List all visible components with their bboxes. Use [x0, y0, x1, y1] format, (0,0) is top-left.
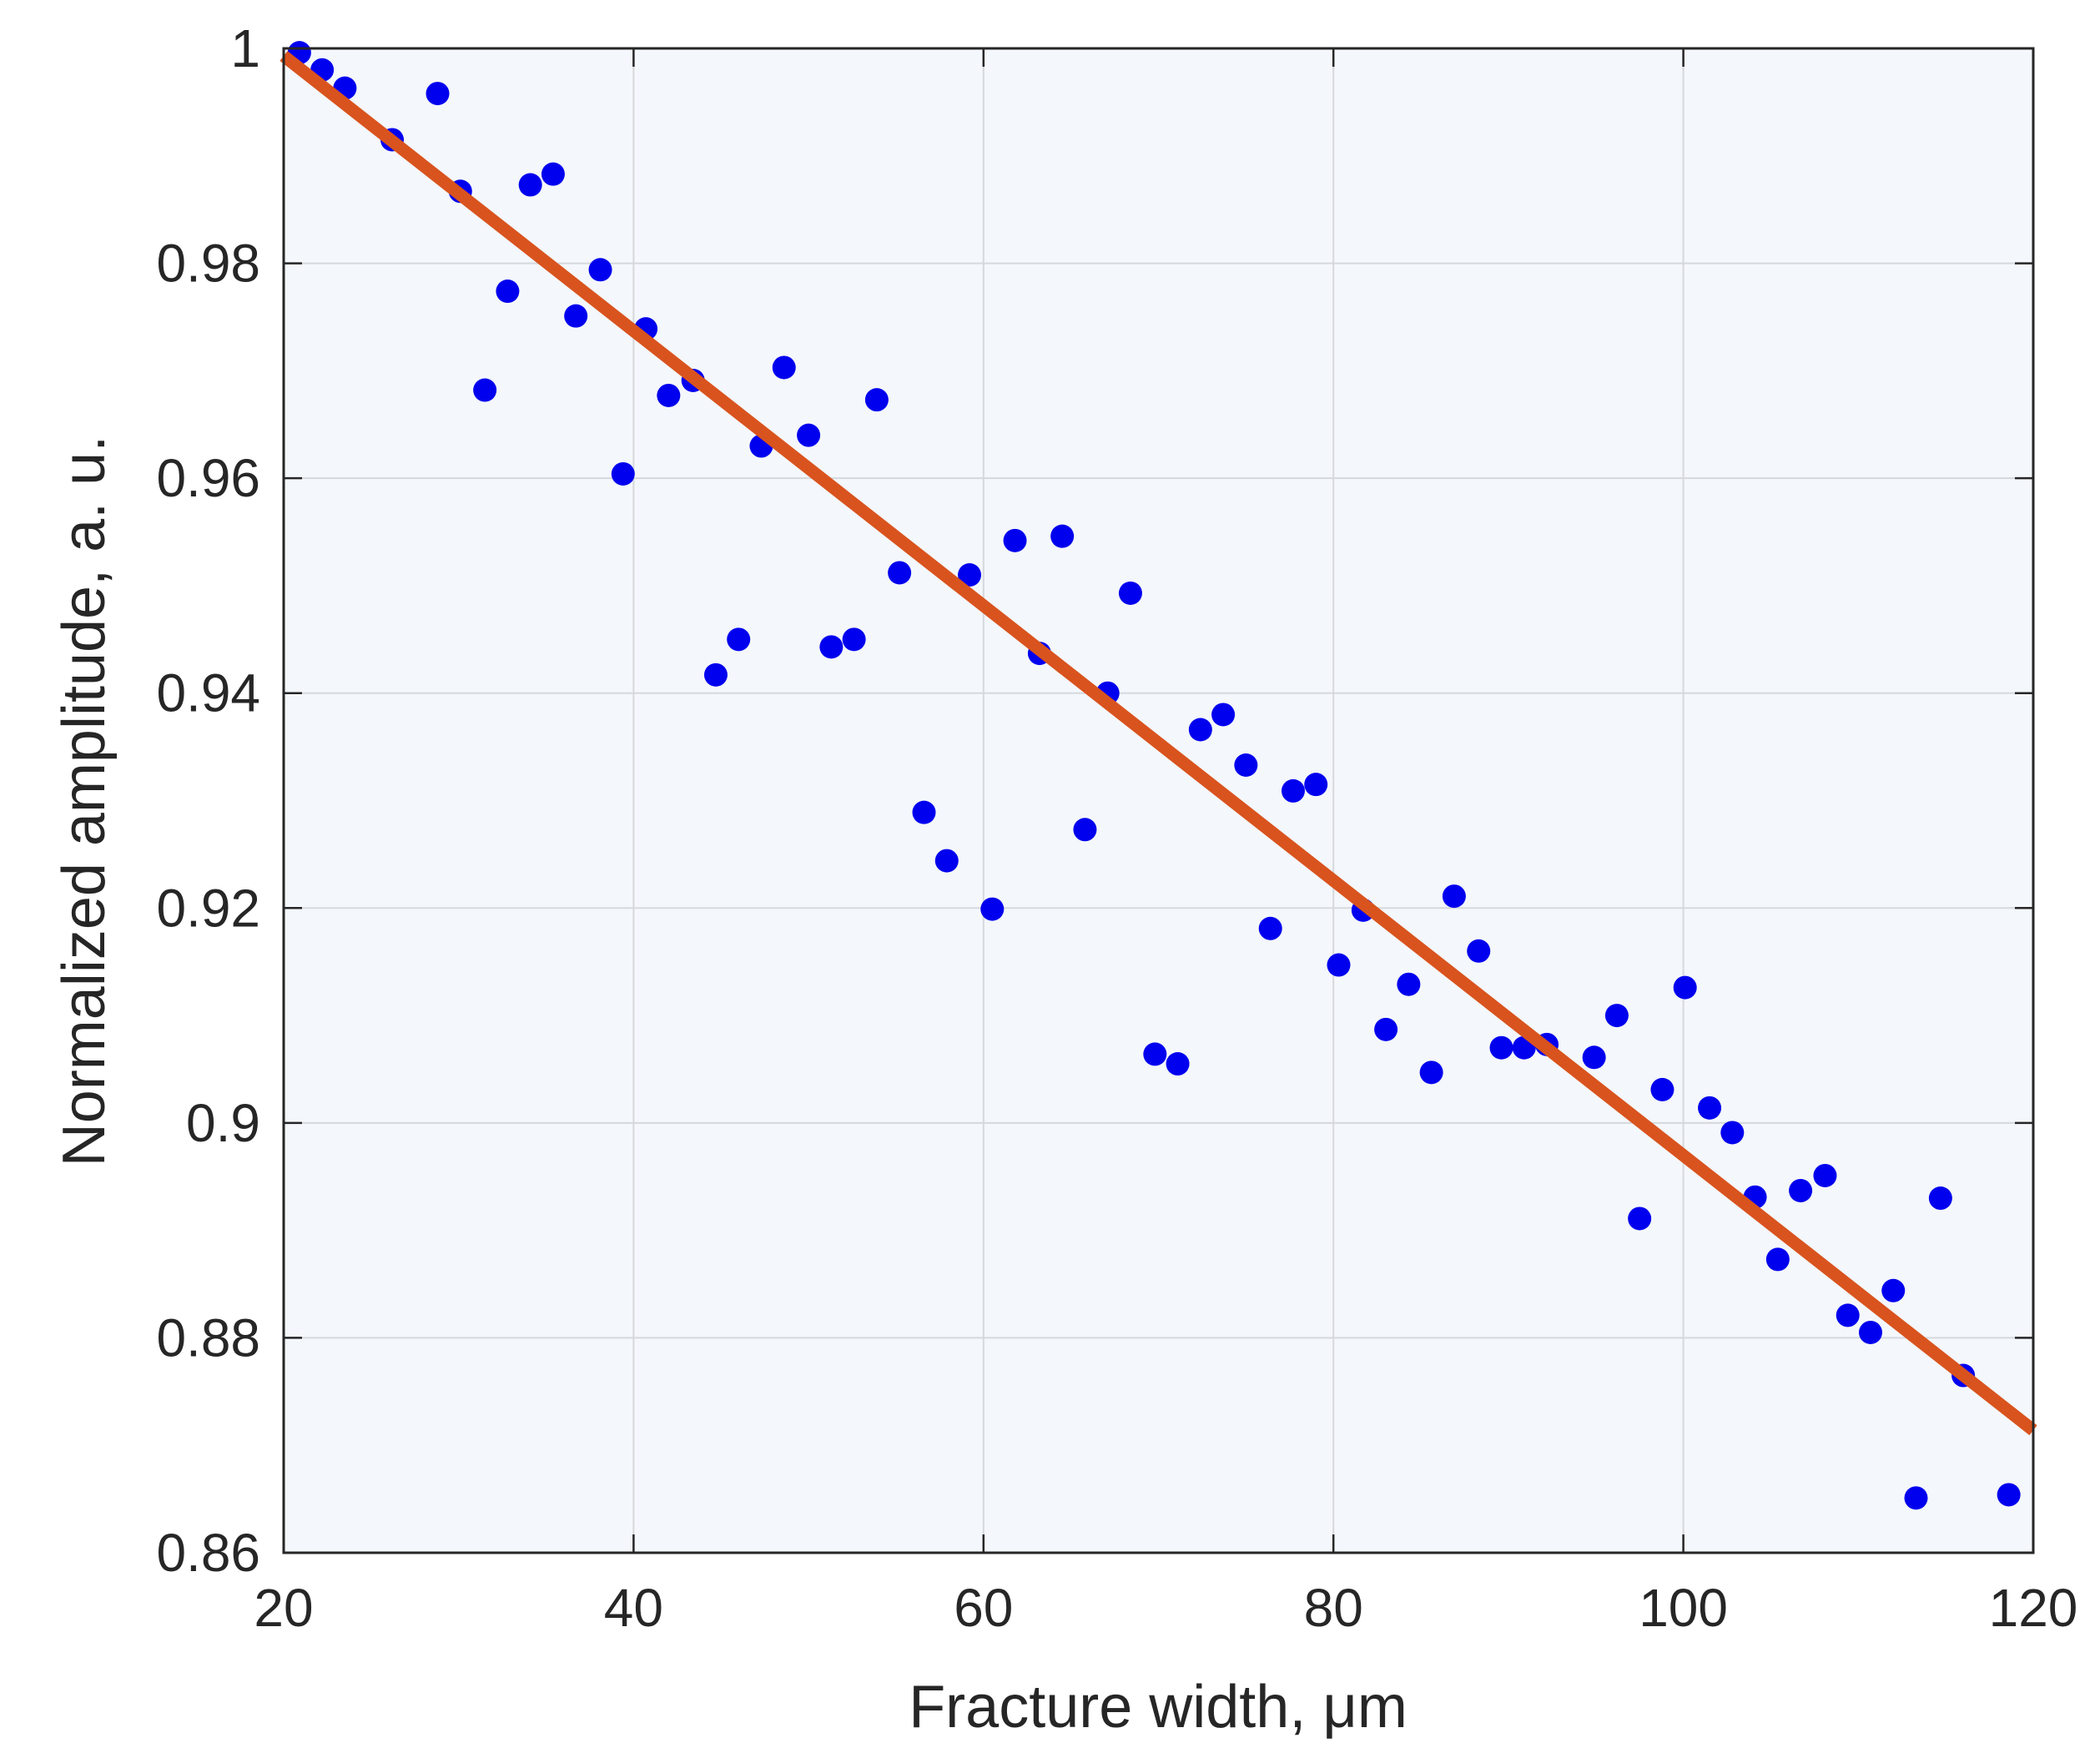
- data-point: [934, 849, 959, 873]
- data-point: [1258, 916, 1282, 940]
- fit-line: [279, 51, 2037, 1436]
- data-point: [958, 563, 982, 587]
- data-point: [1304, 773, 1328, 797]
- y-tick-label: 0.94: [156, 663, 260, 723]
- data-point: [1928, 1186, 1952, 1211]
- data-point: [473, 378, 497, 402]
- x-tick-label: 40: [604, 1578, 663, 1638]
- y-tick-label: 0.9: [186, 1093, 260, 1153]
- y-tick-label: 0.88: [156, 1307, 260, 1368]
- data-point: [1997, 1483, 2021, 1507]
- data-point: [1582, 1045, 1606, 1070]
- data-point: [912, 800, 936, 824]
- x-tick-label: 80: [1304, 1578, 1363, 1638]
- data-point: [1211, 703, 1236, 727]
- data-point: [864, 388, 889, 412]
- data-point: [1050, 524, 1075, 548]
- grid: [284, 48, 2033, 1553]
- data-point: [1419, 1060, 1443, 1085]
- data-point: [1166, 1052, 1190, 1076]
- data-point: [611, 461, 635, 486]
- data-point: [1397, 972, 1421, 996]
- data-point: [888, 561, 912, 585]
- data-point: [1073, 818, 1097, 842]
- y-axis-tick-labels: 0.86 0.88 0.9 0.92 0.94 0.96 0.98 1: [156, 18, 260, 1583]
- x-axis-title: Fracture width, μm: [909, 1674, 1408, 1740]
- data-point: [703, 662, 728, 687]
- data-point: [1720, 1121, 1745, 1145]
- data-point: [1650, 1077, 1674, 1101]
- data-point: [1374, 1017, 1398, 1041]
- x-tick-label: 20: [254, 1578, 313, 1638]
- data-point: [797, 423, 821, 447]
- data-point: [1858, 1320, 1882, 1344]
- data-point: [819, 635, 844, 659]
- y-tick-label: 0.98: [156, 234, 260, 294]
- data-point: [1836, 1303, 1860, 1327]
- data-point: [1904, 1486, 1928, 1510]
- data-point: [980, 897, 1005, 921]
- data-point: [772, 355, 796, 380]
- y-tick-label: 0.96: [156, 448, 260, 508]
- data-point: [588, 258, 612, 282]
- y-tick-label: 1: [230, 18, 260, 78]
- data-point: [1327, 953, 1351, 977]
- data-point: [1604, 1004, 1629, 1028]
- x-tick-label: 120: [1989, 1578, 2078, 1638]
- data-point: [518, 173, 542, 197]
- data-point: [1881, 1278, 1906, 1302]
- data-point: [657, 383, 681, 407]
- data-point: [1143, 1042, 1167, 1066]
- data-point: [496, 280, 520, 304]
- data-point: [1673, 975, 1697, 1000]
- plot-area-frame: [282, 47, 2035, 1554]
- data-point: [1003, 528, 1027, 552]
- data-point: [1188, 718, 1212, 742]
- x-tick-label: 100: [1639, 1578, 1728, 1638]
- data-point: [564, 304, 588, 328]
- data-point: [1467, 939, 1491, 963]
- data-point: [1489, 1035, 1513, 1060]
- x-axis-tick-labels: 20 40 60 80 100 120: [254, 1578, 2077, 1638]
- data-point: [1118, 581, 1142, 605]
- data-point: [1628, 1206, 1652, 1231]
- data-point: [426, 82, 450, 106]
- y-tick-label: 0.86: [156, 1523, 260, 1583]
- data-point: [1442, 884, 1466, 909]
- data-point: [1765, 1247, 1790, 1272]
- data-point: [1281, 778, 1305, 803]
- data-point: [541, 162, 565, 186]
- y-axis-title: Normalized amplitude, a. u.: [51, 436, 118, 1166]
- data-point: [1698, 1096, 1722, 1120]
- fit-line-layer: [279, 51, 2037, 1436]
- data-point: [842, 627, 866, 652]
- data-point: [727, 627, 751, 652]
- axis-ticks: [282, 47, 2035, 1554]
- x-tick-label: 60: [954, 1578, 1013, 1638]
- plot-area-background: [284, 48, 2033, 1553]
- data-point: [1234, 753, 1258, 778]
- data-point: [1813, 1163, 1837, 1187]
- y-tick-label: 0.92: [156, 878, 260, 938]
- data-point: [1789, 1178, 1813, 1202]
